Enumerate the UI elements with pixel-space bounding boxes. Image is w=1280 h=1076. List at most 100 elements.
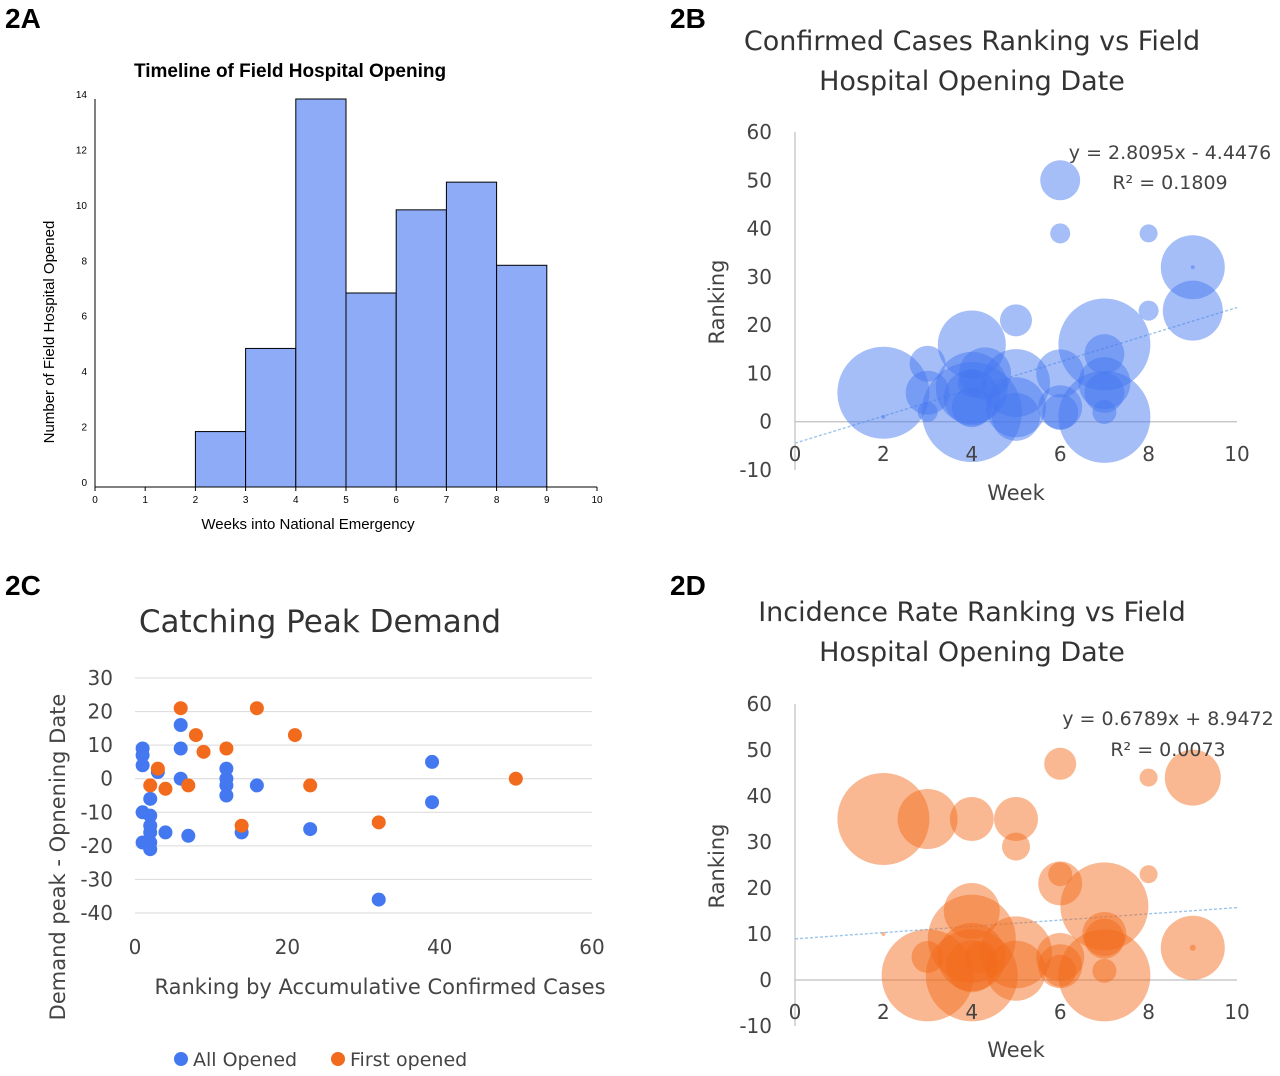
histogram-bar (295, 98, 347, 488)
bubble (1082, 912, 1127, 956)
bubble (957, 369, 986, 398)
point-all-opened (158, 825, 173, 840)
point-all-opened (425, 754, 440, 769)
chart-2a-y-axis-label: Number of Field Hospital Opened (41, 221, 58, 444)
panel-label-2b: 2B (670, 3, 706, 34)
bubble-chart-2d: Incidence Rate Ranking vs Field Hospital… (705, 597, 1274, 1062)
y-tick-label: 50 (747, 738, 772, 762)
x-tick-label: 0 (789, 442, 802, 466)
point-all-opened (135, 758, 150, 773)
x-tick-label: 1 (142, 495, 148, 506)
chart-2b-title-line-1: Confirmed Cases Ranking vs Field (744, 26, 1200, 57)
x-tick-label: 0 (92, 495, 98, 506)
bubble (881, 929, 974, 1022)
x-tick-label: 10 (1224, 442, 1249, 466)
y-tick-label: 60 (747, 120, 772, 144)
x-tick-label: 6 (393, 495, 399, 506)
histogram-bar (345, 292, 397, 488)
bubble (927, 894, 1016, 983)
point-all-opened (249, 778, 264, 793)
bubble (909, 345, 946, 382)
x-tick-label: 4 (965, 1000, 978, 1024)
point-all-opened (371, 892, 386, 907)
y-tick-label: 0 (759, 410, 772, 434)
point-all-opened (173, 741, 188, 756)
y-tick-label: 20 (88, 700, 113, 724)
point-first-opened (303, 778, 318, 793)
bubble (1036, 349, 1085, 398)
x-tick-label: 4 (293, 495, 299, 506)
trendline (794, 306, 1238, 444)
bubble (1058, 298, 1151, 391)
y-tick-label: 2 (81, 423, 87, 434)
y-tick-label: 0 (759, 968, 772, 992)
y-tick-label: -40 (80, 901, 113, 925)
y-tick-label: 10 (747, 361, 772, 385)
bubble (1038, 861, 1083, 906)
point-all-opened (135, 748, 150, 763)
point-first-opened (196, 744, 211, 759)
y-tick-label: 14 (76, 90, 88, 101)
bubble (951, 387, 992, 428)
y-tick-label: 10 (76, 201, 88, 212)
x-tick-label: 10 (1224, 1000, 1249, 1024)
histogram-bar (245, 347, 297, 488)
histogram-bar (496, 264, 548, 488)
bubble (1000, 304, 1032, 337)
bubble (1050, 223, 1071, 244)
bubble (943, 883, 1000, 939)
y-tick-label: -30 (80, 867, 113, 891)
y-tick-label: 10 (88, 733, 113, 757)
point-first-opened (219, 741, 234, 756)
histogram-bar (395, 209, 447, 488)
point-all-opened (143, 791, 158, 806)
bubble (881, 414, 886, 419)
x-tick-label: 4 (965, 442, 978, 466)
chart-2a-x-axis-label: Weeks into National Emergency (201, 516, 415, 533)
point-all-opened (219, 788, 234, 803)
panel-label-2a: 2A (5, 3, 41, 34)
bubble (1084, 918, 1125, 959)
bubble (943, 369, 1000, 426)
x-tick-label: 40 (427, 935, 452, 959)
bubble (1160, 915, 1225, 980)
x-tick-label: 8 (1142, 1000, 1155, 1024)
bubble (992, 392, 1040, 441)
point-first-opened (371, 815, 386, 830)
bubble (921, 362, 1022, 463)
bubble (1139, 224, 1158, 243)
point-all-opened (303, 822, 318, 837)
bubble (959, 347, 1012, 400)
bubble-chart-2b: Confirmed Cases Ranking vs Field Hospita… (705, 26, 1271, 505)
bubble (1058, 929, 1151, 1022)
y-tick-label: -10 (80, 800, 113, 824)
chart-2b-x-axis-label: Week (987, 481, 1045, 505)
bubble (1189, 944, 1196, 951)
bubble (1164, 749, 1221, 806)
chart-2c-x-axis-label: Ranking by Accumulative Confirmed Cases (154, 975, 605, 999)
bubble (1139, 865, 1158, 884)
bubble (1162, 280, 1223, 341)
x-tick-label: 7 (444, 495, 450, 506)
bubble (1048, 862, 1073, 887)
point-first-opened (249, 701, 264, 716)
bubble (1040, 160, 1081, 201)
point-first-opened (234, 818, 249, 833)
bubble (1160, 235, 1225, 300)
chart-2c-title: Catching Peak Demand (139, 604, 501, 640)
bubble (937, 923, 1006, 991)
y-tick-label: -10 (739, 1014, 772, 1038)
point-all-opened (181, 828, 196, 843)
chart-2a-title: Timeline of Field Hospital Opening (134, 61, 446, 82)
y-tick-label: 12 (76, 145, 88, 156)
bubble (1084, 372, 1125, 413)
x-tick-label: 9 (544, 495, 550, 506)
chart-2b-r-squared: R² = 0.1809 (1112, 172, 1227, 194)
bubble (1190, 265, 1195, 270)
chart-2b-trend-equation: y = 2.8095x - 4.4476 (1069, 142, 1271, 164)
x-tick-label: 2 (877, 1000, 890, 1024)
legend-marker-first-opened (331, 1052, 345, 1066)
x-tick-label: 0 (129, 935, 142, 959)
bubble (925, 929, 1018, 1022)
